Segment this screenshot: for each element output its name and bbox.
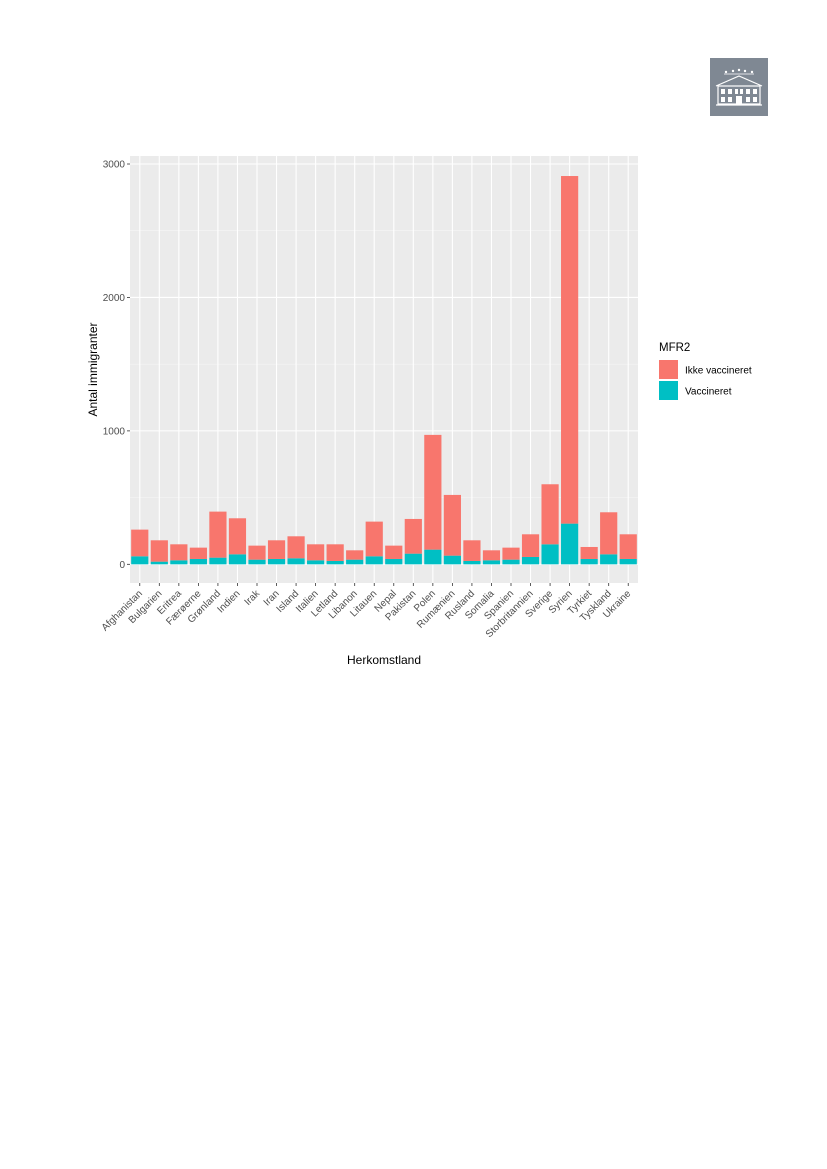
building-icon [715, 68, 763, 106]
bar-ikke-vaccineret-letland [326, 544, 344, 561]
bar-vaccineret-eritrea [170, 560, 188, 565]
grid-lines [130, 156, 638, 583]
bar-vaccineret-syrien [561, 523, 579, 565]
bar-ikke-vaccineret-grønland [209, 511, 227, 558]
bar-vaccineret-indien [228, 554, 247, 565]
bar-vaccineret-letland [326, 560, 344, 565]
bar-ikke-vaccineret-afghanistan [131, 529, 149, 557]
bar-vaccineret-italien [307, 560, 325, 565]
bar-vaccineret-libanon [346, 559, 364, 565]
bar-ikke-vaccineret-storbritannien [521, 534, 540, 557]
bar-ikke-vaccineret-eritrea [170, 544, 188, 561]
bar-vaccineret-rumænien [443, 555, 461, 565]
legend-label: Vaccineret [685, 387, 732, 398]
bar-vaccineret-island [287, 558, 305, 565]
bar-ikke-vaccineret-island [287, 536, 305, 559]
bar-vaccineret-spanien [502, 559, 520, 565]
bar-vaccineret-irak [248, 559, 266, 565]
bar-vaccineret-tyrkiet [580, 558, 598, 565]
bar-vaccineret-færøerne [189, 558, 207, 565]
y-axis: 0 1000 2000 3000 [103, 160, 130, 571]
legend: MFR2 Ikke vaccineret Vaccineret [659, 342, 752, 400]
bar-ikke-vaccineret-tyrkiet [580, 546, 598, 559]
x-tick-label: Indien [216, 588, 243, 615]
bar-ikke-vaccineret-ukraine [619, 534, 637, 559]
legend-key [659, 381, 678, 400]
legend-key [659, 360, 678, 379]
bar-vaccineret-tyskland [600, 554, 618, 565]
bar-ikke-vaccineret-libanon [346, 550, 364, 560]
bar-ikke-vaccineret-italien [307, 544, 325, 561]
bar-ikke-vaccineret-pakistan [404, 518, 422, 554]
bar-ikke-vaccineret-rumænien [443, 494, 461, 556]
y-axis-title: Antal immigranter [86, 322, 100, 416]
bar-vaccineret-nepal [385, 558, 403, 565]
x-axis: AfghanistanBulgarienEritreaFærøerneGrønl… [100, 583, 634, 640]
bar-ikke-vaccineret-tyskland [600, 512, 618, 555]
x-tick-label: Irak [243, 588, 263, 608]
y-tick-label: 1000 [103, 426, 126, 437]
bar-ikke-vaccineret-irak [248, 545, 266, 560]
bar-ikke-vaccineret-somalia [482, 550, 501, 561]
y-tick-label: 3000 [103, 160, 126, 171]
bar-ikke-vaccineret-rusland [463, 540, 481, 561]
bar-ikke-vaccineret-syrien [561, 176, 579, 524]
bar-vaccineret-ukraine [619, 558, 637, 565]
bar-ikke-vaccineret-færøerne [189, 547, 207, 559]
bar-ikke-vaccineret-polen [424, 434, 442, 550]
bar-vaccineret-storbritannien [521, 556, 540, 565]
y-tick-label: 2000 [103, 293, 126, 304]
bar-ikke-vaccineret-sverige [541, 484, 559, 545]
y-tick-label: 0 [119, 560, 125, 571]
bar-vaccineret-afghanistan [131, 556, 149, 565]
bar-vaccineret-iran [267, 558, 286, 565]
bar-vaccineret-litauen [365, 556, 383, 565]
legend-label: Ikke vaccineret [685, 366, 752, 377]
bar-ikke-vaccineret-spanien [502, 547, 520, 560]
bar-vaccineret-bulgarien [150, 561, 168, 565]
bar-vaccineret-pakistan [404, 553, 422, 565]
bar-ikke-vaccineret-indien [228, 518, 247, 555]
logo [710, 58, 768, 116]
bar-ikke-vaccineret-bulgarien [150, 540, 168, 562]
legend-title: MFR2 [659, 342, 690, 354]
bar-vaccineret-rusland [463, 560, 481, 565]
bar-vaccineret-grønland [209, 557, 227, 565]
bars [131, 176, 637, 565]
bar-vaccineret-somalia [482, 560, 501, 565]
bar-ikke-vaccineret-nepal [385, 545, 403, 559]
bar-vaccineret-polen [424, 549, 442, 565]
bar-ikke-vaccineret-iran [267, 540, 286, 559]
bar-vaccineret-sverige [541, 544, 559, 565]
x-axis-title: Herkomstland [347, 653, 421, 667]
bar-ikke-vaccineret-litauen [365, 521, 383, 557]
